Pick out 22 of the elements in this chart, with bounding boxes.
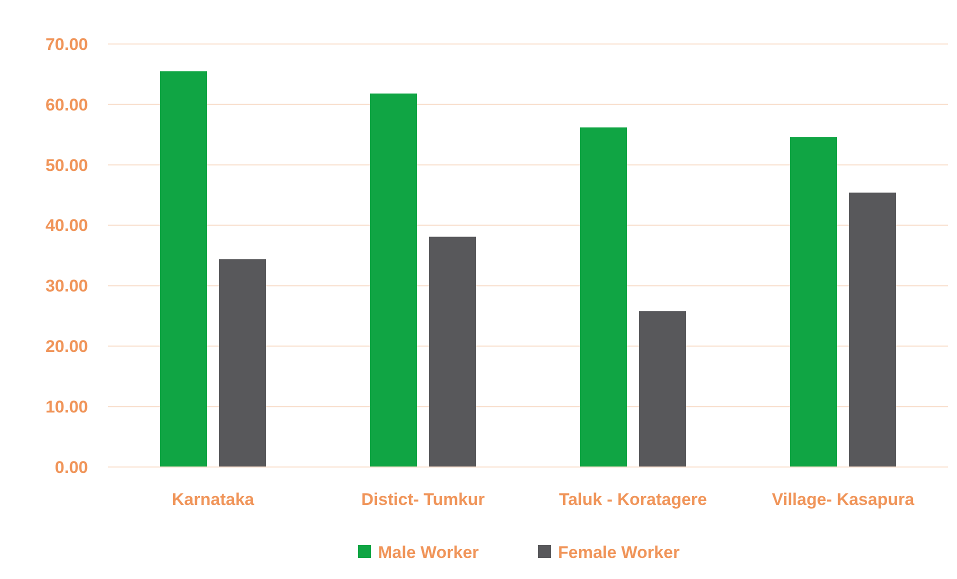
y-tick-label: 60.00 (45, 95, 88, 114)
bar (790, 137, 837, 467)
legend-label: Female Worker (558, 542, 680, 562)
bar (219, 259, 266, 467)
bar (429, 236, 476, 467)
legend-label: Male Worker (378, 542, 480, 562)
y-tick-label: 40.00 (45, 216, 88, 236)
x-tick-label: Taluk - Koratagere (558, 490, 708, 509)
bar (370, 94, 417, 467)
bar (639, 311, 686, 467)
y-tick-label: 70.00 (45, 34, 88, 54)
y-tick-label: 10.00 (45, 398, 88, 417)
y-tick-label: 0.00 (54, 458, 88, 477)
x-tick-label: Karnataka (172, 490, 255, 509)
bar (849, 192, 896, 467)
bar (160, 71, 207, 467)
y-tick-label: 30.00 (45, 276, 88, 296)
y-tick-label: 20.00 (45, 337, 88, 356)
x-tick-label: Village- Kasapura (772, 490, 915, 509)
y-tick-label: 50.00 (45, 156, 88, 175)
bar (580, 127, 627, 467)
x-tick-label: Distict- Tumkur (361, 490, 486, 509)
